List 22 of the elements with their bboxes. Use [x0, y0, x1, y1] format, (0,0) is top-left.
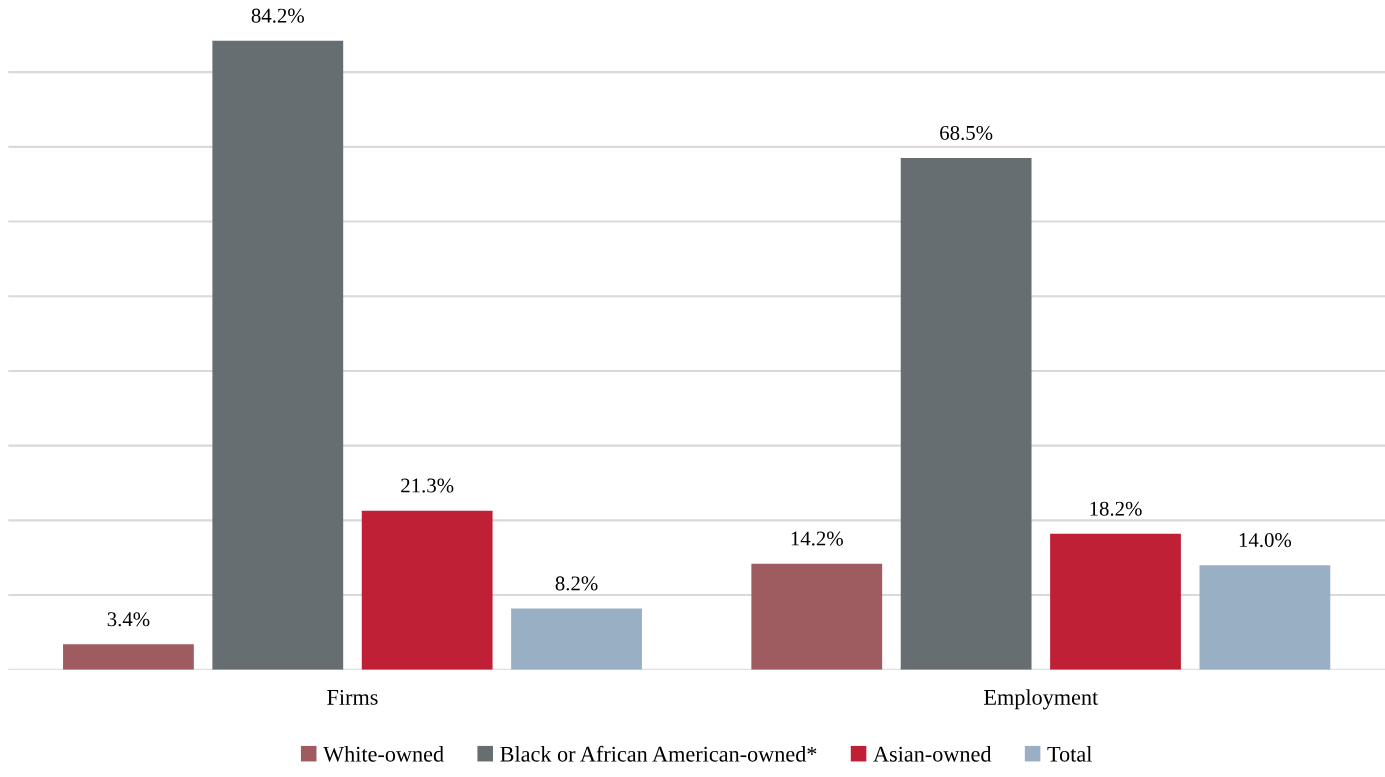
- data-label: 21.3%: [401, 478, 454, 493]
- legend-label: Total: [1047, 746, 1092, 762]
- data-label: 3.4%: [107, 612, 150, 627]
- data-label: 14.0%: [1239, 533, 1292, 548]
- bar: [900, 158, 1032, 670]
- legend-label: Black or African American-owned*: [500, 745, 817, 762]
- bar: [1199, 565, 1331, 670]
- legend-label: Asian-owned: [873, 746, 992, 762]
- x-tick-label: Employment: [984, 689, 1099, 710]
- bar: [1050, 533, 1181, 670]
- bar: [361, 510, 493, 670]
- bar: [511, 608, 642, 670]
- data-label: 8.2%: [555, 576, 598, 591]
- data-label: 14.2%: [791, 531, 843, 546]
- legend-label: White-owned: [323, 746, 444, 762]
- bar: [63, 644, 194, 670]
- data-label: 18.2%: [1090, 501, 1142, 516]
- bar: [212, 40, 344, 670]
- bar: [751, 563, 883, 670]
- data-label: 68.5%: [940, 125, 993, 141]
- data-label: 84.2%: [251, 8, 304, 23]
- x-tick-label: Firms: [327, 689, 378, 705]
